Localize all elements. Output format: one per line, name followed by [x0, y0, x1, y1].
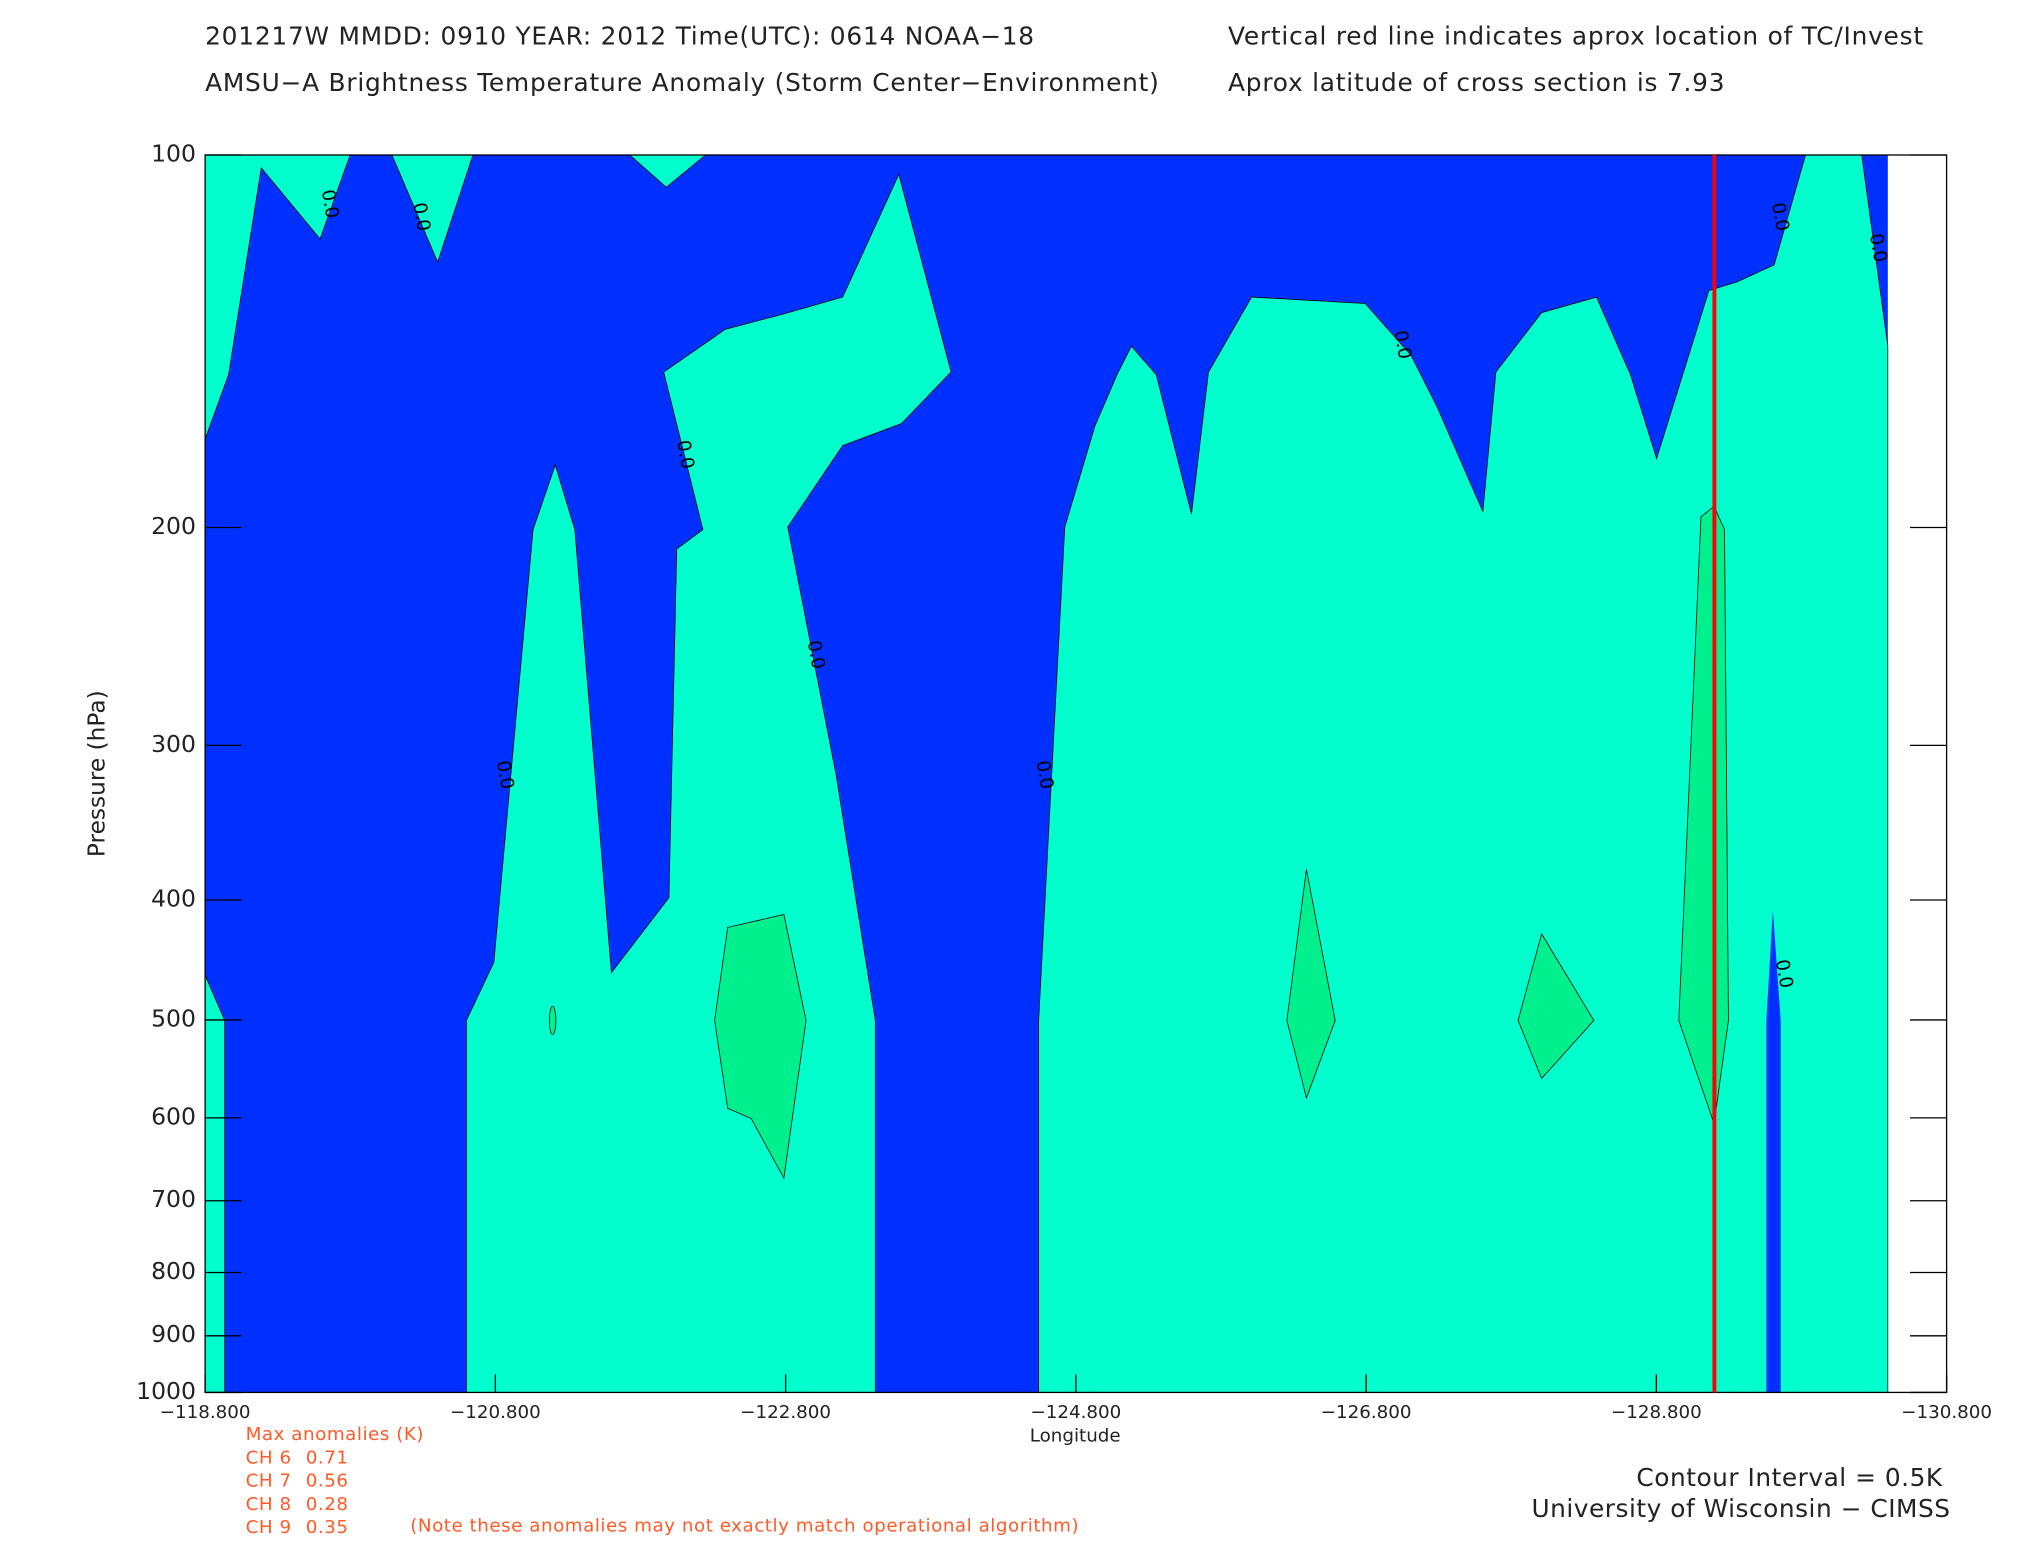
note: Vertical red line indicates aprox locati… — [1228, 22, 1924, 51]
x-tick-label: −120.800 — [450, 1402, 541, 1423]
x-tick-label: −124.800 — [1030, 1402, 1121, 1423]
region-high — [548, 1005, 557, 1036]
anomaly-title: Max anomalies (K) — [246, 1424, 424, 1445]
y-tick-label: 400 — [151, 885, 196, 913]
credit: University of Wisconsin − CIMSS — [1531, 1494, 1950, 1523]
x-tick-label: −126.800 — [1321, 1402, 1412, 1423]
x-tick-label: −122.800 — [740, 1402, 831, 1423]
contour-field — [204, 154, 1889, 1393]
y-tick-label: 1000 — [136, 1377, 196, 1405]
region-positive — [204, 975, 226, 1393]
contour-label: 0.0 — [1389, 329, 1415, 361]
region-high — [1286, 869, 1336, 1100]
chart-subtitle: AMSU−A Brightness Temperature Anomaly (S… — [205, 68, 1160, 97]
y-tick-label: 200 — [151, 512, 196, 540]
y-tick-label: 700 — [151, 1185, 196, 1213]
contour-label: 0.0 — [1771, 958, 1797, 990]
contour-label: 0.0 — [1031, 759, 1057, 791]
anomaly-channel: CH 8 — [246, 1494, 292, 1515]
region-positive — [466, 173, 952, 1393]
region-positive — [1038, 154, 1889, 1393]
x-tick-label: −118.800 — [160, 1402, 251, 1423]
anomaly-value: 0.28 — [306, 1494, 349, 1515]
x-tick-label: −130.800 — [1901, 1402, 1992, 1423]
contour-label: 0.0 — [408, 201, 434, 233]
chart-title: 201217W MMDD: 0910 YEAR: 2012 Time(UTC):… — [205, 22, 1035, 51]
contour-interval: Contour Interval = 0.5K — [1636, 1463, 1943, 1492]
anomaly-value: 0.71 — [306, 1447, 349, 1468]
y-tick-label: 100 — [151, 140, 196, 168]
x-tick-label: −128.800 — [1611, 1402, 1702, 1423]
y-tick-label: 800 — [151, 1257, 196, 1285]
contour-label: 0.0 — [803, 639, 829, 671]
region-negative — [1766, 910, 1781, 1393]
region-high — [1517, 932, 1595, 1080]
y-tick-label: 500 — [151, 1005, 196, 1033]
contour-label: 0.0 — [672, 439, 698, 471]
region-high — [714, 914, 807, 1180]
anomaly-channel: CH 7 — [246, 1471, 292, 1492]
axes: 0.0 0.0 0.0 0.0 0.0 0.0 0.0 0.0 0.0 0.0 100 200 300 4… — [136, 140, 1992, 1538]
x-axis-label: Longitude — [1030, 1425, 1121, 1446]
y-axis-label: Pressure (hPa) — [82, 690, 110, 857]
anomaly-value: 0.35 — [306, 1517, 349, 1538]
contour-label: 0.0 — [317, 188, 343, 220]
contour-label: 0.0 — [1865, 232, 1891, 264]
anomaly-note: (Note these anomalies may not exactly ma… — [410, 1516, 1079, 1537]
latitude-note: Aprox latitude of cross section is 7.93 — [1228, 68, 1725, 97]
contour-label: 0.0 — [1767, 201, 1793, 233]
y-tick-label: 600 — [151, 1102, 196, 1130]
anomaly-value: 0.56 — [306, 1471, 349, 1492]
anomaly-channel: CH 9 — [246, 1517, 292, 1538]
y-tick-label: 300 — [151, 730, 196, 758]
contour-label: 0.0 — [492, 759, 518, 791]
y-tick-label: 900 — [151, 1320, 196, 1348]
anomaly-channel: CH 6 — [246, 1447, 292, 1468]
